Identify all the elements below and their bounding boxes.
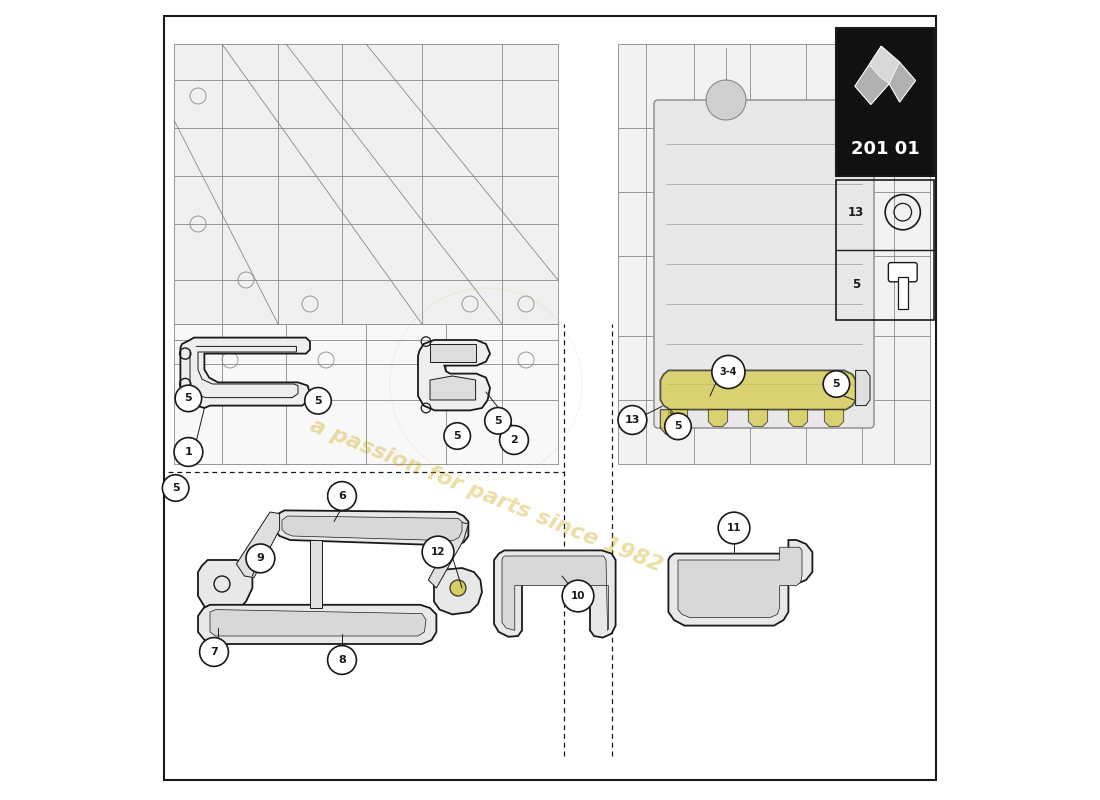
Polygon shape <box>678 547 802 618</box>
Polygon shape <box>855 46 915 105</box>
FancyBboxPatch shape <box>889 262 917 282</box>
Circle shape <box>823 370 849 398</box>
Polygon shape <box>434 568 482 614</box>
Text: 5: 5 <box>172 483 179 493</box>
Bar <box>898 277 907 309</box>
Polygon shape <box>198 560 252 611</box>
Text: 13: 13 <box>625 415 640 425</box>
FancyBboxPatch shape <box>654 100 875 428</box>
Circle shape <box>499 426 528 454</box>
Text: a passion for parts since 1982: a passion for parts since 1982 <box>307 416 666 576</box>
Circle shape <box>718 512 750 544</box>
Circle shape <box>444 422 471 450</box>
Polygon shape <box>494 550 616 638</box>
Text: 9: 9 <box>256 554 264 563</box>
Polygon shape <box>856 370 870 406</box>
Circle shape <box>450 580 466 596</box>
Polygon shape <box>789 410 807 426</box>
Bar <box>174 44 558 324</box>
Polygon shape <box>824 410 844 426</box>
Polygon shape <box>748 410 768 426</box>
Text: 6: 6 <box>338 491 345 501</box>
Polygon shape <box>428 522 469 588</box>
Circle shape <box>305 387 331 414</box>
Bar <box>618 44 930 464</box>
Circle shape <box>422 536 454 568</box>
Polygon shape <box>660 370 856 410</box>
Circle shape <box>175 385 201 412</box>
Circle shape <box>706 80 746 120</box>
Circle shape <box>618 406 647 434</box>
Text: 5: 5 <box>494 416 502 426</box>
Circle shape <box>328 646 356 674</box>
Text: 3-4: 3-4 <box>719 367 737 377</box>
Polygon shape <box>282 516 462 541</box>
Text: 8: 8 <box>338 655 345 665</box>
Text: 201 01: 201 01 <box>850 140 920 158</box>
Text: 10: 10 <box>571 591 585 601</box>
Text: 5: 5 <box>833 379 840 389</box>
Circle shape <box>163 474 189 502</box>
Polygon shape <box>502 556 608 630</box>
Text: 5: 5 <box>851 278 860 291</box>
Bar <box>836 28 934 176</box>
Text: 5: 5 <box>185 394 192 403</box>
Circle shape <box>246 544 275 573</box>
Text: 5: 5 <box>453 431 461 441</box>
Polygon shape <box>418 340 490 410</box>
Text: 1: 1 <box>185 447 192 457</box>
Circle shape <box>328 482 356 510</box>
Polygon shape <box>430 376 475 400</box>
Text: 5: 5 <box>674 422 682 431</box>
Polygon shape <box>708 410 727 426</box>
Polygon shape <box>236 512 279 578</box>
Text: 13: 13 <box>848 206 864 218</box>
Text: 11: 11 <box>727 523 741 533</box>
Circle shape <box>174 438 202 466</box>
Polygon shape <box>310 540 322 608</box>
Circle shape <box>485 407 512 434</box>
Polygon shape <box>669 410 688 426</box>
Bar <box>174 324 558 464</box>
Circle shape <box>712 355 745 389</box>
Text: 2: 2 <box>510 435 518 445</box>
Text: 7: 7 <box>210 647 218 657</box>
Text: 5: 5 <box>315 396 322 406</box>
Bar <box>836 180 934 320</box>
Polygon shape <box>180 338 310 408</box>
Polygon shape <box>274 510 469 546</box>
Polygon shape <box>430 344 475 362</box>
Circle shape <box>664 413 691 440</box>
Polygon shape <box>869 46 900 84</box>
Polygon shape <box>210 610 426 636</box>
Text: 12: 12 <box>431 547 446 557</box>
Polygon shape <box>660 410 682 436</box>
Circle shape <box>562 580 594 612</box>
Polygon shape <box>669 540 813 626</box>
Polygon shape <box>198 605 437 644</box>
Circle shape <box>199 638 229 666</box>
